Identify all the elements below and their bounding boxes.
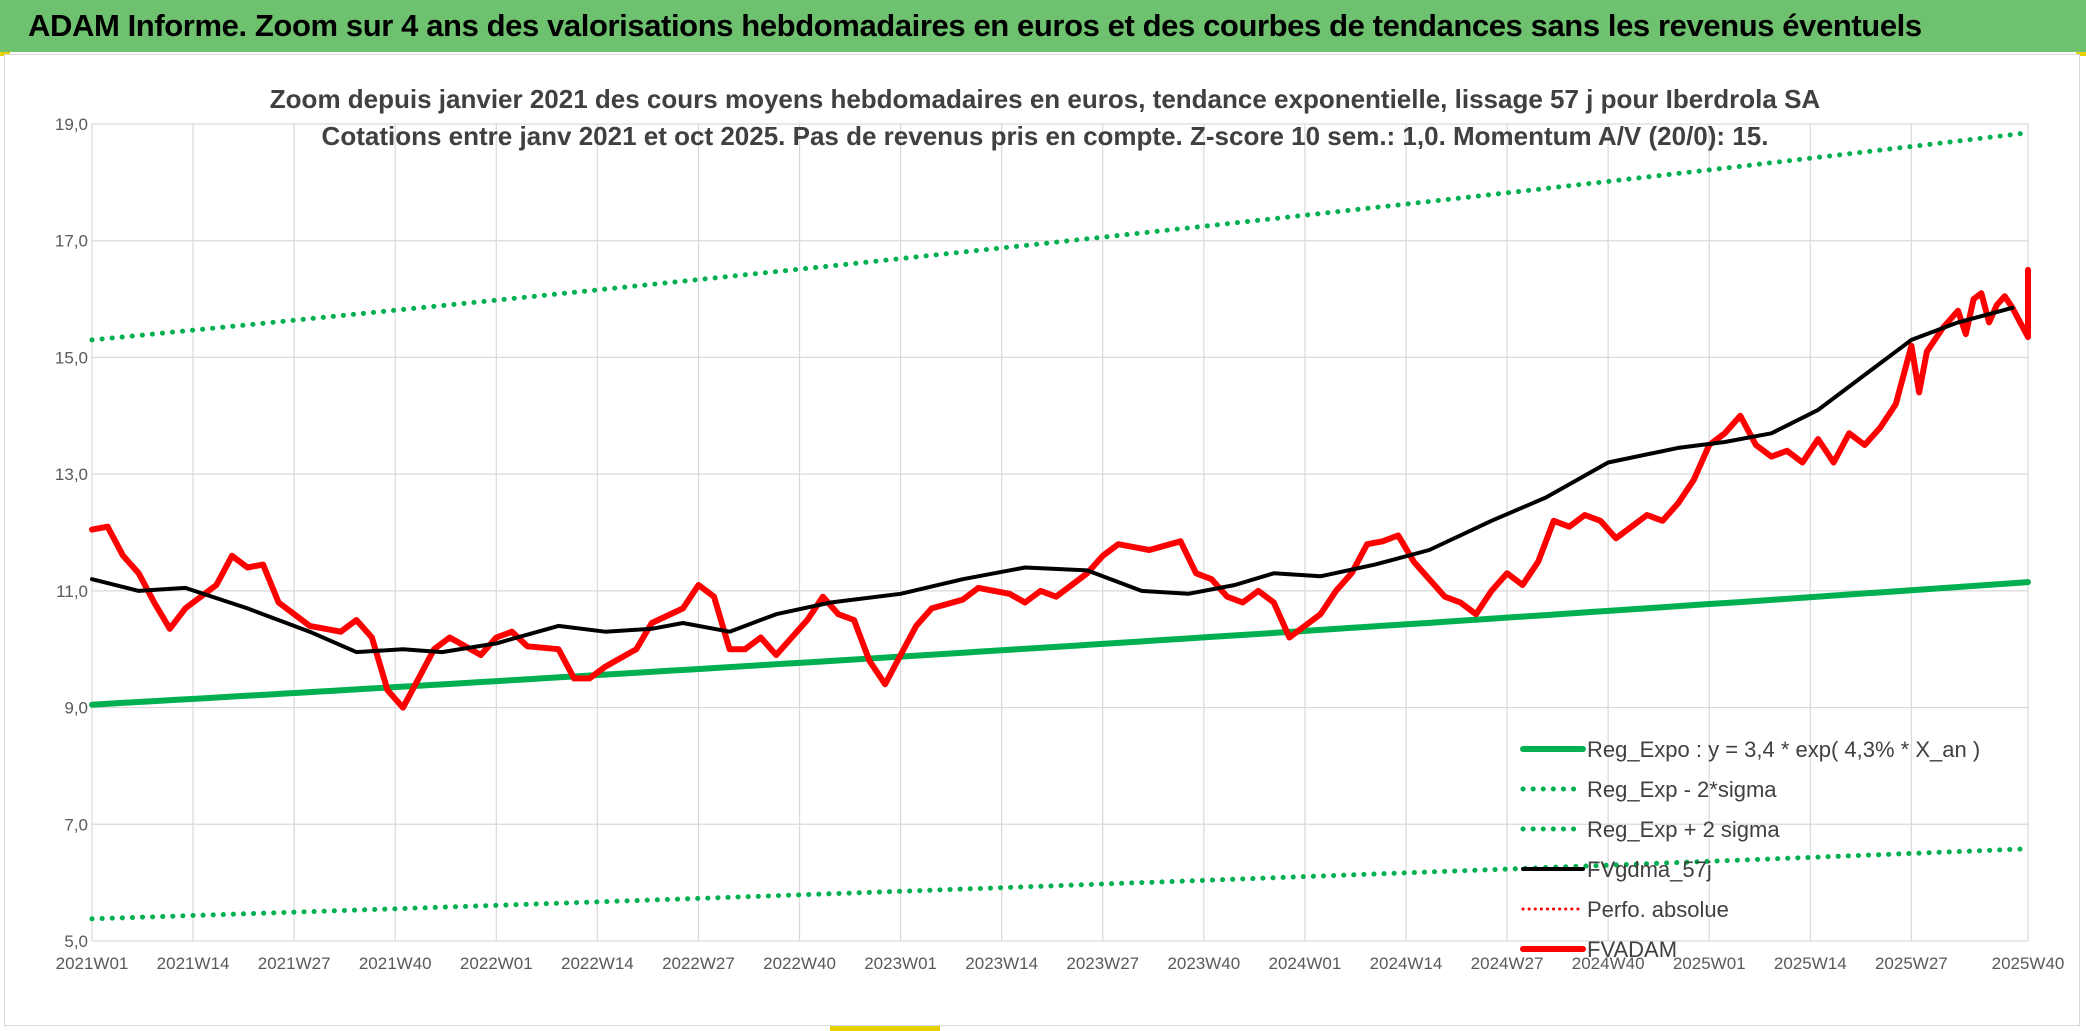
y-tick-label: 15,0 (55, 348, 88, 367)
x-tick-label: 2021W27 (258, 954, 331, 973)
x-tick-label: 2022W27 (662, 954, 735, 973)
x-tick-label: 2024W14 (1370, 954, 1443, 973)
x-tick-label: 2023W01 (864, 954, 937, 973)
legend-label: FVgdma_57j (1587, 857, 1712, 882)
y-tick-label: 5,0 (64, 932, 88, 951)
chart-title-line-1: Zoom depuis janvier 2021 des cours moyen… (270, 84, 1821, 114)
x-tick-label: 2023W14 (965, 954, 1038, 973)
x-tick-label: 2024W40 (1572, 954, 1645, 973)
page-title: ADAM Informe. Zoom sur 4 ans des valoris… (28, 8, 1922, 43)
series-layer (89, 130, 2031, 922)
chart-frame: 5,0 7,0 9,0 11,0 13,0 15,0 17,0 19,0 2021W01 2021… (4, 54, 2080, 1026)
legend: Reg_Expo : y = 3,4 * exp( 4,3% * X_an ) R… (1520, 737, 1980, 962)
x-tick-label: 2024W27 (1471, 954, 1544, 973)
y-tick-label: 19,0 (55, 115, 88, 134)
axis-layer: 5,0 7,0 9,0 11,0 13,0 15,0 17,0 19,0 2021W01 2021… (55, 115, 2064, 973)
grid-layer (91, 123, 2029, 942)
x-tick-label: 2022W01 (460, 954, 533, 973)
x-tick-label: 2023W40 (1167, 954, 1240, 973)
y-tick-label: 13,0 (55, 465, 88, 484)
series-reg-exp-plus-2sigma (89, 130, 2031, 343)
series-reg-exp-minus-2sigma (89, 846, 2031, 922)
bottom-accent (830, 1026, 940, 1031)
x-tick-label: 2025W27 (1875, 954, 1948, 973)
x-tick-label: 2024W01 (1269, 954, 1342, 973)
line-chart: 5,0 7,0 9,0 11,0 13,0 15,0 17,0 19,0 2021W01 2021… (55, 84, 2064, 973)
series-fvadam (89, 266, 2031, 711)
legend-label: Perfo. absolue (1587, 897, 1729, 922)
x-tick-label: 2021W40 (359, 954, 432, 973)
x-tick-label: 2025W01 (1673, 954, 1746, 973)
chart-title-line-2: Cotations entre janv 2021 et oct 2025. P… (322, 121, 1769, 151)
y-tick-label: 7,0 (64, 815, 88, 834)
y-tick-label: 17,0 (55, 232, 88, 251)
legend-label: Reg_Exp + 2 sigma (1587, 817, 1780, 842)
x-tick-label: 2022W40 (763, 954, 836, 973)
header-accent-right (2076, 52, 2086, 56)
y-tick-label: 11,0 (56, 582, 88, 601)
x-tick-label: 2021W01 (56, 954, 129, 973)
x-tick-label: 2025W40 (1992, 954, 2065, 973)
legend-label: FVADAM (1587, 937, 1677, 962)
legend-label: Reg_Exp - 2*sigma (1587, 777, 1777, 802)
x-tick-label: 2025W14 (1774, 954, 1847, 973)
x-tick-label: 2021W14 (157, 954, 230, 973)
y-tick-label: 9,0 (64, 699, 88, 718)
legend-label: Reg_Expo : y = 3,4 * exp( 4,3% * X_an ) (1587, 737, 1980, 762)
series-reg-expo (89, 579, 2031, 708)
x-tick-label: 2023W27 (1066, 954, 1139, 973)
series-fvgdma-57j (90, 305, 2015, 655)
header-bar (0, 0, 2086, 52)
x-tick-label: 2022W14 (561, 954, 634, 973)
